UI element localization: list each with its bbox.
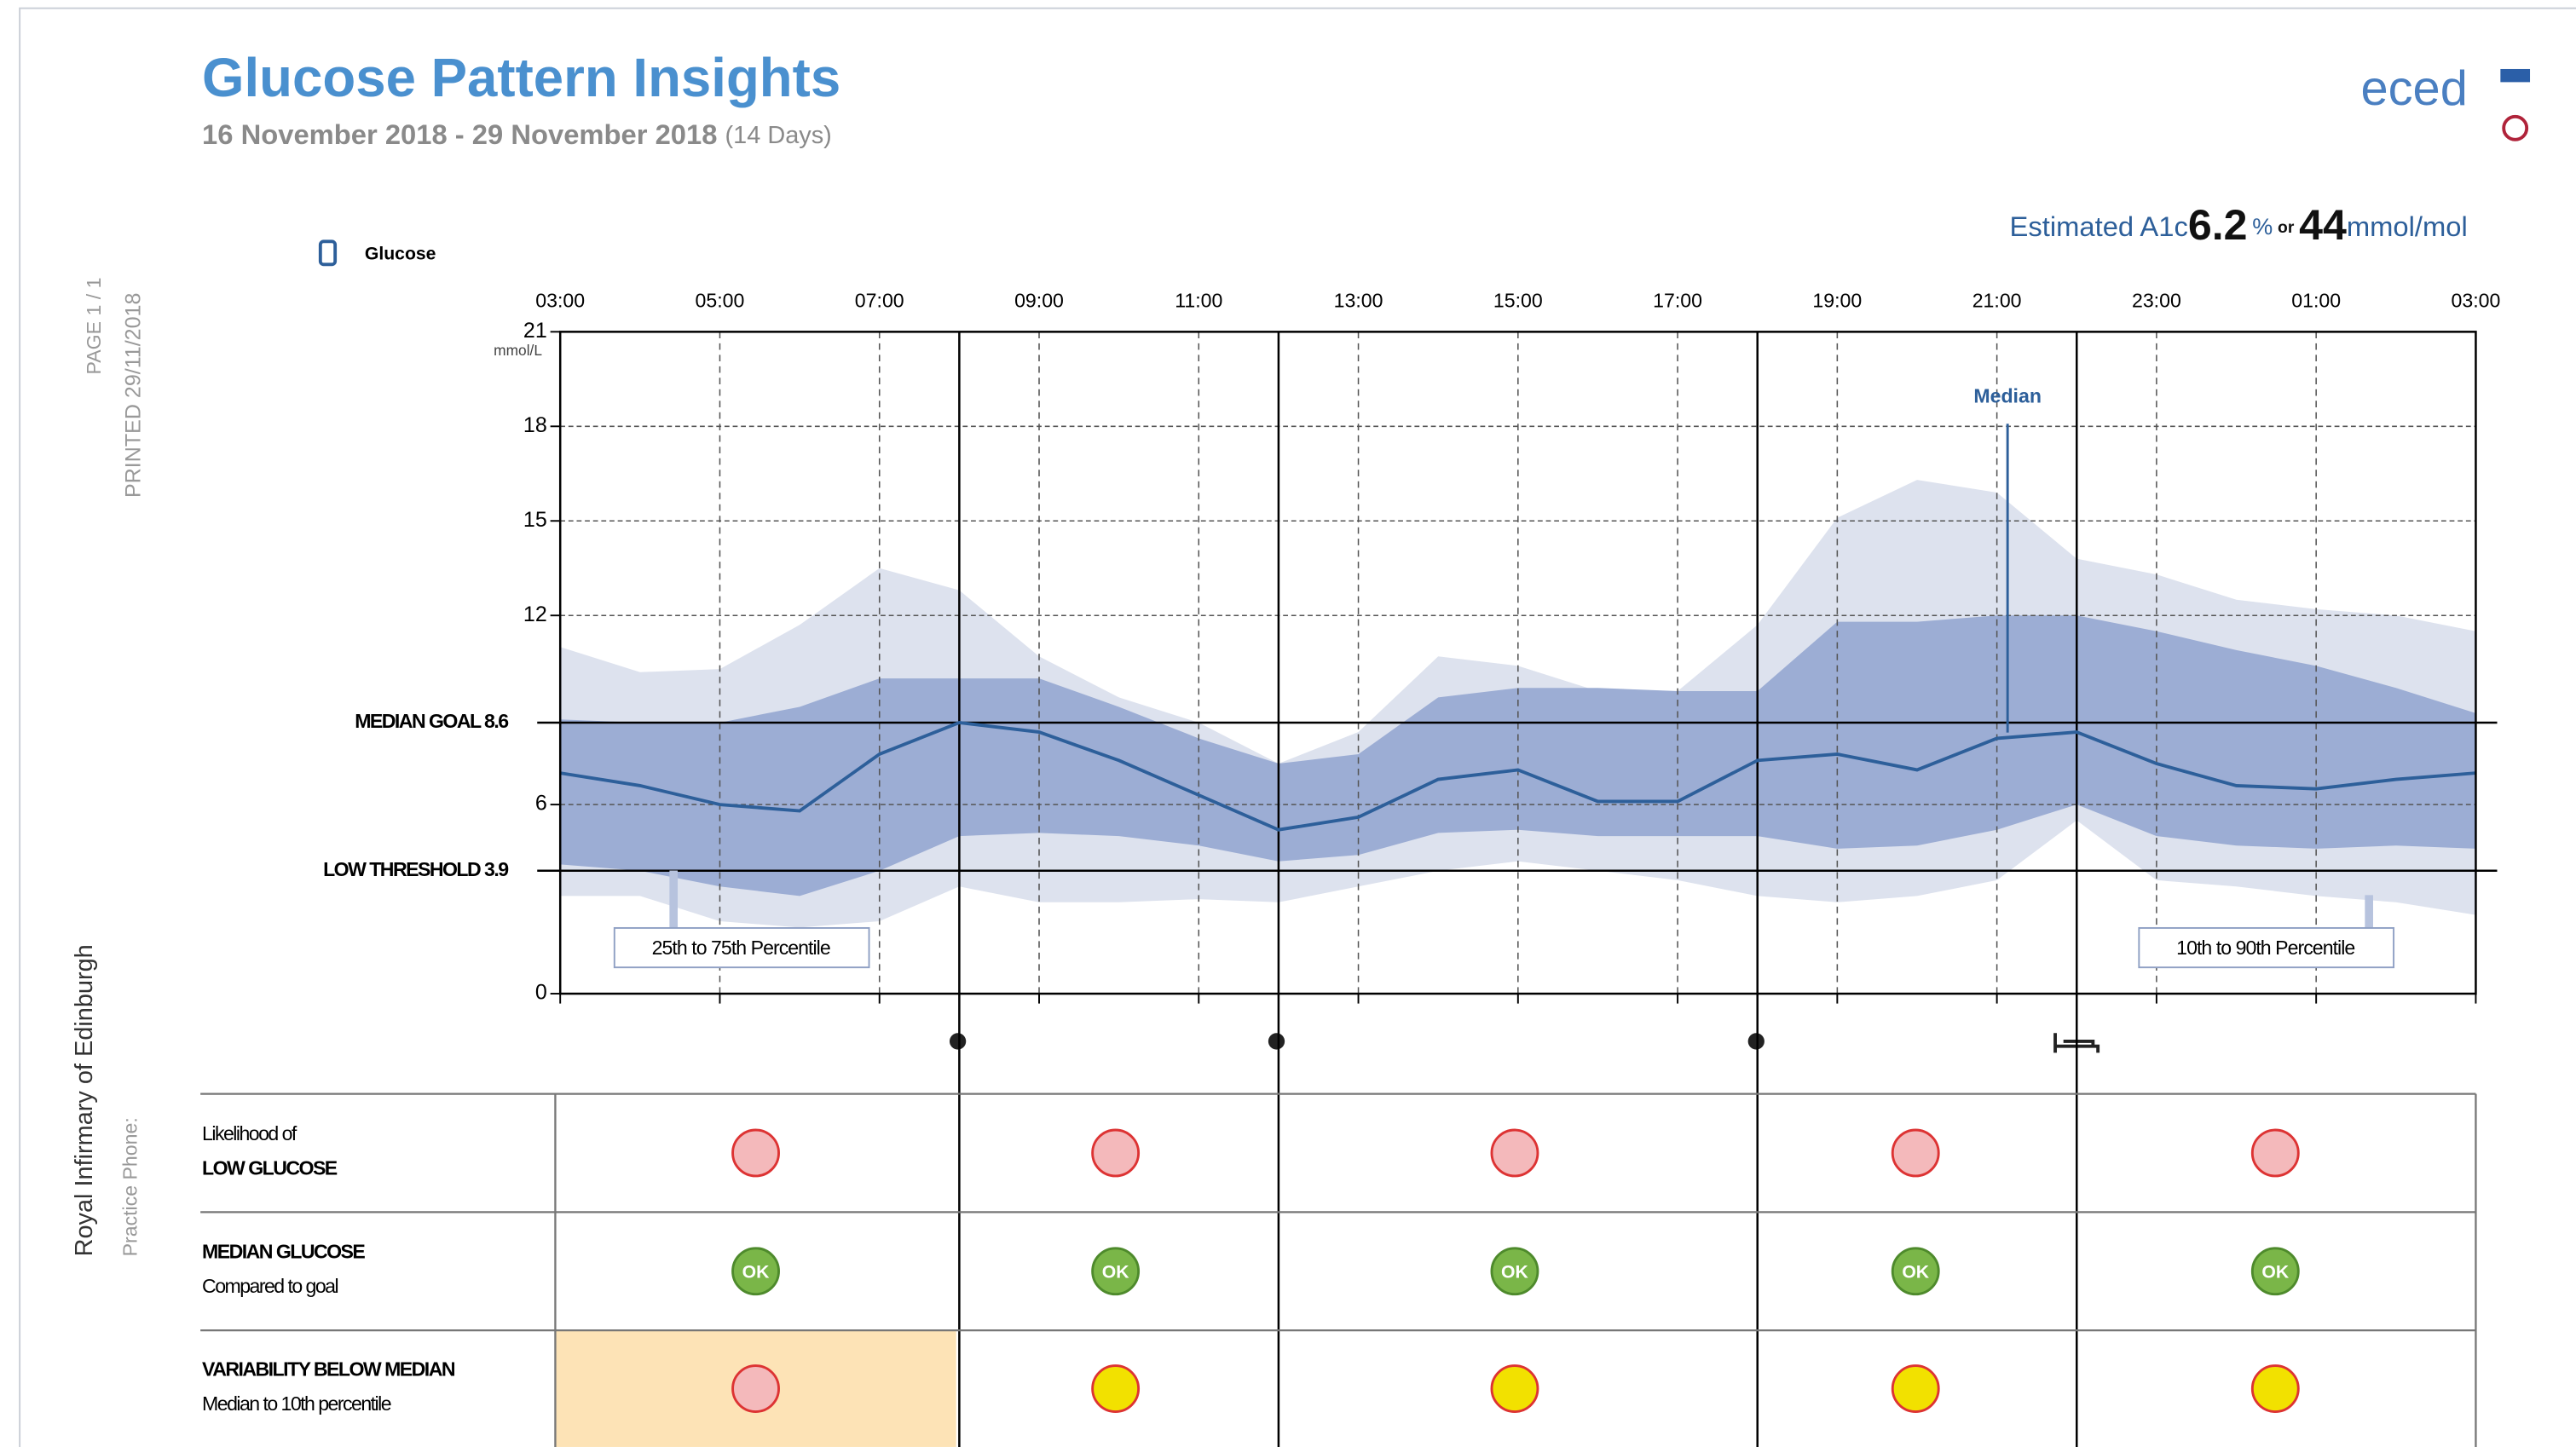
row-title: VARIABILITY BELOW MEDIAN	[202, 1358, 455, 1380]
legend-glucose: Glucose	[365, 244, 436, 263]
x-tick-label: 13:00	[1334, 290, 1383, 312]
x-tick-label: 03:00	[2452, 290, 2501, 312]
a1c-percent-unit: %	[2252, 214, 2273, 239]
meal-icon	[949, 1033, 967, 1050]
page-border	[19, 7, 2576, 1447]
status-indicator	[1891, 1247, 1940, 1296]
median-label: Median	[1973, 385, 2042, 407]
status-indicator	[2250, 1364, 2300, 1413]
days: (14 Days)	[725, 122, 832, 149]
phone: Practice Phone:	[118, 1117, 141, 1256]
meal-icon	[1268, 1033, 1285, 1050]
x-tick-label: 23:00	[2132, 290, 2181, 312]
status-label: OK	[1902, 1262, 1929, 1282]
percentile-band	[560, 615, 2476, 896]
status-indicator	[1091, 1364, 1141, 1413]
status-indicator	[1490, 1247, 1539, 1296]
status-indicator	[1490, 1128, 1539, 1178]
bed-icon	[2053, 1033, 2100, 1053]
row-subtitle: Compared to goal	[202, 1275, 338, 1297]
plot-frame	[558, 331, 2477, 995]
status-indicator	[731, 1128, 780, 1178]
y-tick-label: 21	[523, 319, 547, 343]
reference-label: MEDIAN GOAL 8.6	[355, 710, 509, 732]
row-subtitle: Median to 10th percentile	[202, 1392, 391, 1415]
meal-icon	[1747, 1033, 1765, 1050]
logo: eced	[2361, 61, 2468, 116]
x-tick-label: 03:00	[535, 290, 585, 312]
device-icon	[318, 239, 338, 267]
row-subtitle: LOW GLUCOSE	[202, 1156, 338, 1179]
y-tick-label: 18	[523, 413, 547, 437]
legend-label: 25th to 75th Percentile	[652, 937, 830, 959]
status-indicator	[1091, 1247, 1141, 1296]
status-indicator	[2250, 1128, 2300, 1178]
logo-crest	[2502, 114, 2529, 141]
legend-box	[2138, 926, 2395, 969]
status-indicator	[1891, 1128, 1940, 1178]
a1c-label: Estimated A1c	[2010, 210, 2188, 242]
status-indicator	[731, 1364, 780, 1413]
x-tick-label: 09:00	[1014, 290, 1064, 312]
status-indicator	[1091, 1128, 1141, 1178]
y-tick-label: 0	[535, 981, 547, 1005]
x-tick-label: 17:00	[1653, 290, 1702, 312]
legend-box	[613, 926, 870, 969]
x-tick-label: 05:00	[696, 290, 745, 312]
reference-label: LOW THRESHOLD 3.9	[323, 858, 508, 880]
a1c-or: or	[2278, 219, 2295, 237]
y-unit: mmol/L	[494, 342, 542, 359]
subtitle: 16 November 2018 - 29 November 2018 (14 …	[202, 118, 832, 150]
x-tick-label: 07:00	[855, 290, 904, 312]
a1c: Estimated A1c6.2% or 44mmol/mol	[2010, 201, 2468, 249]
legend-label: 10th to 90th Percentile	[2176, 937, 2354, 959]
status-indicator	[1490, 1364, 1539, 1413]
y-tick-label: 6	[535, 792, 547, 816]
status-label: OK	[1102, 1262, 1129, 1282]
logo-badge	[2500, 68, 2531, 83]
page-number: PAGE 1 / 1	[83, 278, 105, 375]
date-range: 16 November 2018 - 29 November 2018	[202, 118, 717, 150]
meal-icons	[949, 1033, 2100, 1053]
row-title: Likelihood of	[202, 1122, 297, 1144]
x-tick-label: 21:00	[1972, 290, 2022, 312]
status-label: OK	[2261, 1262, 2289, 1282]
x-tick-label: 19:00	[1812, 290, 1862, 312]
status-label: OK	[742, 1262, 770, 1282]
clinic: Royal Infirmary of Edinburgh	[71, 944, 98, 1256]
x-tick-label: 01:00	[2291, 290, 2341, 312]
title: Glucose Pattern Insights	[202, 48, 840, 108]
printed: PRINTED 29/11/2018	[122, 293, 146, 498]
x-tick-label: 15:00	[1493, 290, 1543, 312]
status-indicator	[1891, 1364, 1940, 1413]
status-indicator	[2250, 1247, 2300, 1296]
a1c-percent: 6.2	[2188, 201, 2248, 249]
a1c-mmol-unit: mmol/mol	[2347, 210, 2468, 242]
y-tick-label: 15	[523, 508, 547, 532]
status-label: OK	[1501, 1262, 1528, 1282]
a1c-mmol: 44	[2299, 201, 2347, 249]
y-tick-label: 12	[523, 602, 547, 626]
x-tick-label: 11:00	[1175, 290, 1222, 312]
status-indicator	[731, 1247, 780, 1296]
row-title: MEDIAN GLUCOSE	[202, 1241, 365, 1263]
median-line	[559, 720, 2476, 832]
